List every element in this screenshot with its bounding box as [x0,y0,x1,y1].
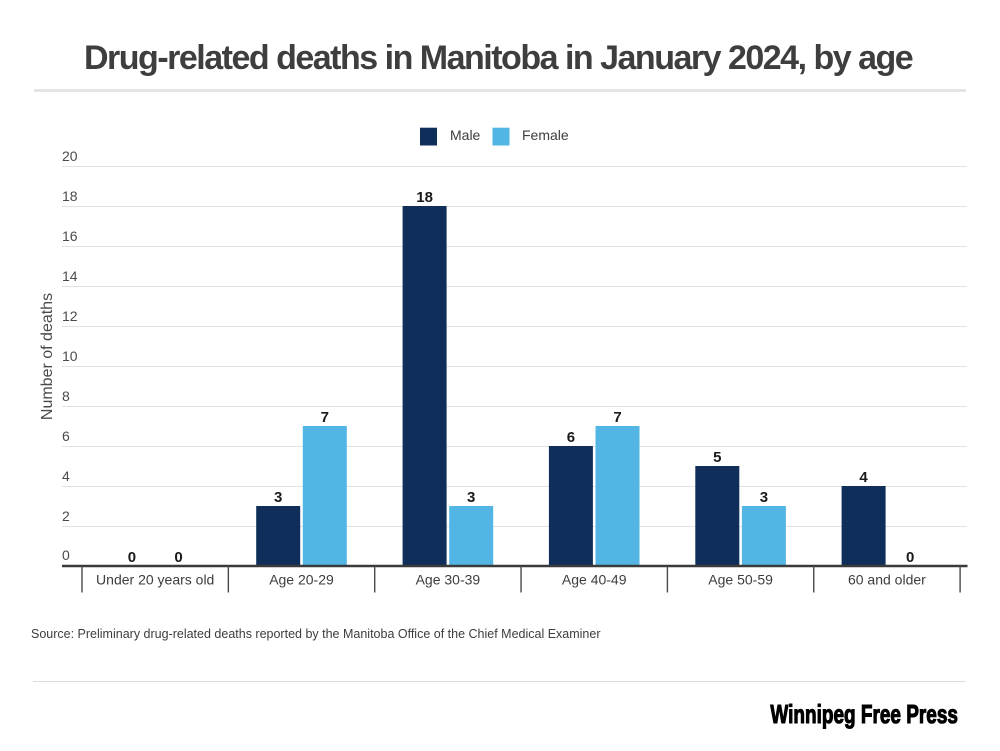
svg-text:6: 6 [567,429,575,446]
svg-text:18: 18 [416,189,433,206]
svg-text:0: 0 [906,549,914,566]
svg-text:3: 3 [467,489,475,506]
svg-text:60 and older: 60 and older [848,572,926,588]
svg-text:6: 6 [62,428,70,444]
svg-text:Number of deaths: Number of deaths [39,293,56,420]
svg-text:10: 10 [62,348,78,364]
svg-text:Age 20-29: Age 20-29 [269,572,334,588]
svg-text:0: 0 [174,549,182,566]
svg-text:Male: Male [450,127,481,143]
svg-text:0: 0 [62,547,70,563]
svg-text:Under 20 years old: Under 20 years old [96,572,214,588]
svg-text:14: 14 [62,268,78,284]
svg-text:18: 18 [62,188,78,204]
svg-text:20: 20 [62,148,78,164]
svg-text:12: 12 [62,308,78,324]
svg-text:7: 7 [321,409,329,426]
svg-text:Female: Female [522,127,569,143]
svg-text:8: 8 [62,388,70,404]
svg-text:0: 0 [128,549,136,566]
svg-text:Age 50-59: Age 50-59 [708,572,773,588]
svg-text:3: 3 [760,489,768,506]
svg-text:2: 2 [62,508,70,524]
svg-text:7: 7 [613,409,621,426]
svg-text:3: 3 [274,489,282,506]
svg-text:4: 4 [859,469,868,486]
svg-text:5: 5 [713,449,721,466]
svg-text:4: 4 [62,468,70,484]
svg-text:Age 30-39: Age 30-39 [416,572,481,588]
svg-text:16: 16 [62,228,78,244]
svg-text:Age 40-49: Age 40-49 [562,572,627,588]
